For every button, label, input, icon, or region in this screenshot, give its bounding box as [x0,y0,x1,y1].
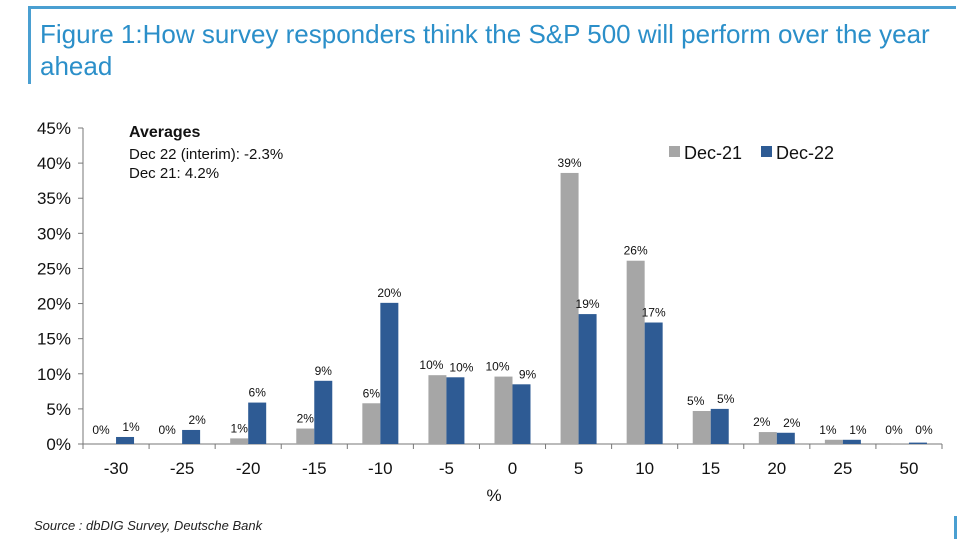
x-tick-label: 0 [508,459,517,478]
averages-heading: Averages [129,124,201,141]
data-label-dec22: 1% [122,420,140,434]
x-tick-label: 50 [900,459,919,478]
averages-line-dec21: Dec 21: 4.2% [129,165,219,182]
chart-legend: Dec-21 Dec-22 [669,143,834,163]
y-tick-label: 35% [37,189,71,208]
bar-dec21 [758,432,777,444]
data-label-dec21: 0% [885,423,903,437]
data-label-dec21: 39% [558,156,582,170]
bar-dec22 [908,442,927,444]
data-label-dec22: 1% [849,423,867,437]
bar-dec22 [644,322,663,444]
data-label-dec21: 2% [297,412,315,426]
y-tick-label: 5% [46,400,71,419]
bar-dec22 [446,377,465,444]
bar-dec22 [248,402,267,444]
y-tick-label: 10% [37,365,71,384]
x-tick-label: -30 [104,459,129,478]
bar-dec22 [512,384,531,444]
bar-dec21 [824,439,843,444]
data-label-dec21: 10% [485,360,509,374]
bar-dec22 [380,302,399,444]
data-label-dec22: 9% [315,364,333,378]
x-tick-label: -25 [170,459,195,478]
data-label-dec22: 0% [915,423,933,437]
legend-swatch-dec22 [761,146,772,157]
bar-dec21 [560,172,579,445]
bar-dec22 [314,380,333,444]
bar-dec21 [494,376,513,444]
data-label-dec22: 10% [449,360,473,374]
x-tick-label: -20 [236,459,261,478]
averages-annotation: Averages Dec 22 (interim): -2.3% Dec 21:… [129,124,283,182]
data-label-dec21: 26% [624,244,648,258]
x-tick-label: 15 [701,459,720,478]
data-label-dec22: 17% [642,306,666,320]
y-tick-label: 0% [46,435,71,454]
chart-axes: 0% 5% 10% 15% 20% 25% 30% 35% 40% 45% -30 -25 -20 -15… [37,119,943,478]
data-label-dec22: 20% [377,286,401,300]
chart-bars [116,172,927,445]
bar-dec21 [692,410,711,444]
x-tick-label: -5 [439,459,454,478]
x-axis-label: % [486,486,501,505]
bar-dec21 [890,443,909,444]
data-label-dec21: 5% [687,394,705,408]
data-label-dec21: 0% [158,423,176,437]
legend-label-dec21: Dec-21 [684,143,742,163]
bar-dec22 [182,429,201,444]
legend-label-dec22: Dec-22 [776,143,834,163]
bar-dec21 [362,403,381,444]
bar-dec21 [626,260,645,444]
bar-dec22 [710,408,729,444]
y-tick-label: 15% [37,330,71,349]
x-tick-label: -15 [302,459,327,478]
x-tick-label: -10 [368,459,393,478]
data-label-dec22: 9% [519,367,537,381]
y-tick-label: 45% [37,119,71,138]
source-note: Source : dbDIG Survey, Deutsche Bank [34,518,263,533]
bar-dec22 [842,439,861,444]
chart-data-labels: 0% 1% 0% 2% 1% 6% 2% 9% 6% 20% 10% 10% 10% 9% 39% 19% 26… [92,156,933,437]
legend-swatch-dec21 [669,146,680,157]
data-label-dec22: 2% [783,416,801,430]
frame-corner-rule [954,516,957,539]
bar-dec21 [230,438,249,444]
data-label-dec22: 2% [188,413,206,427]
data-label-dec22: 6% [249,386,267,400]
x-tick-label: 10 [635,459,654,478]
x-tick-label: 20 [767,459,786,478]
bar-dec21 [296,428,315,444]
y-tick-label: 25% [37,259,71,278]
frame-left-rule [28,6,31,84]
data-label-dec21: 0% [92,423,110,437]
data-label-dec22: 19% [576,297,600,311]
y-tick-label: 20% [37,295,71,314]
bar-dec21 [428,375,447,444]
frame-top-rule [28,6,956,9]
data-label-dec21: 1% [819,423,837,437]
data-label-dec21: 6% [363,386,381,400]
bar-dec22 [116,436,135,444]
data-label-dec22: 5% [717,392,735,406]
x-tick-label: 25 [833,459,852,478]
data-label-dec21: 1% [231,421,249,435]
figure-title: Figure 1:How survey responders think the… [40,19,930,81]
bar-dec22 [776,432,795,444]
data-label-dec21: 10% [419,358,443,372]
y-tick-label: 40% [37,154,71,173]
x-tick-label: 5 [574,459,583,478]
y-tick-label: 30% [37,224,71,243]
data-label-dec21: 2% [753,415,771,429]
bar-dec22 [578,314,597,444]
averages-line-dec22: Dec 22 (interim): -2.3% [129,146,283,163]
